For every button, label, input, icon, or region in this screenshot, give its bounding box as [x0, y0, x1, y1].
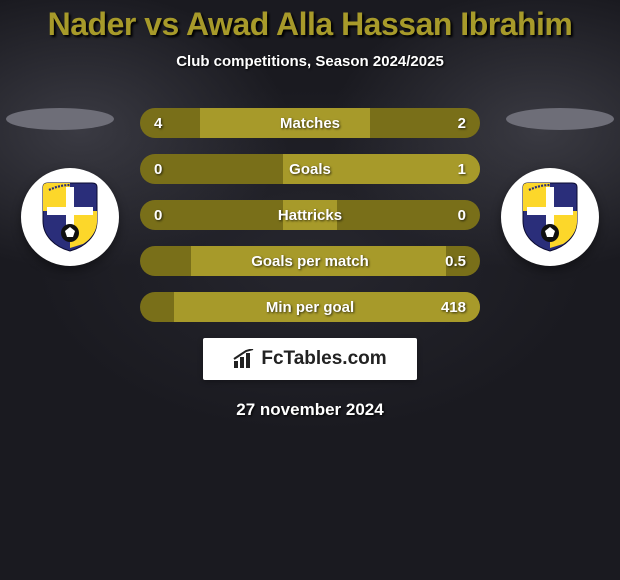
stat-row: Hattricks00 — [140, 200, 480, 230]
stat-row: Goals per match0.5 — [140, 246, 480, 276]
stat-bars: Matches42 Goals01 Hattricks00 Goals per mat… — [140, 108, 480, 322]
stat-fill-right — [310, 246, 446, 276]
branding-badge: FcTables.com — [203, 338, 417, 380]
stat-fill-left — [191, 246, 310, 276]
stat-fill-right — [310, 200, 337, 230]
stat-row: Matches42 — [140, 108, 480, 138]
date-label: 27 november 2024 — [0, 400, 620, 420]
shield-icon — [519, 181, 581, 253]
stat-fill-right — [310, 292, 480, 322]
stat-row: Goals01 — [140, 154, 480, 184]
comparison-panel: Matches42 Goals01 Hattricks00 Goals per mat… — [0, 108, 620, 420]
subtitle: Club competitions, Season 2024/2025 — [0, 53, 620, 70]
stat-fill-right — [310, 108, 370, 138]
stat-fill-left — [174, 292, 310, 322]
stat-row: Min per goal418 — [140, 292, 480, 322]
player-shadow-right — [506, 108, 614, 130]
player-shadow-left — [6, 108, 114, 130]
shield-icon — [39, 181, 101, 253]
page-title: Nader vs Awad Alla Hassan Ibrahim — [0, 0, 620, 43]
stat-fill-left — [200, 108, 311, 138]
bar-chart-icon — [233, 349, 257, 369]
stat-fill-left — [283, 154, 310, 184]
club-logo-left — [21, 168, 119, 266]
stat-fill-right — [310, 154, 480, 184]
branding-text: FcTables.com — [261, 348, 386, 370]
stat-fill-left — [283, 200, 310, 230]
club-logo-right — [501, 168, 599, 266]
